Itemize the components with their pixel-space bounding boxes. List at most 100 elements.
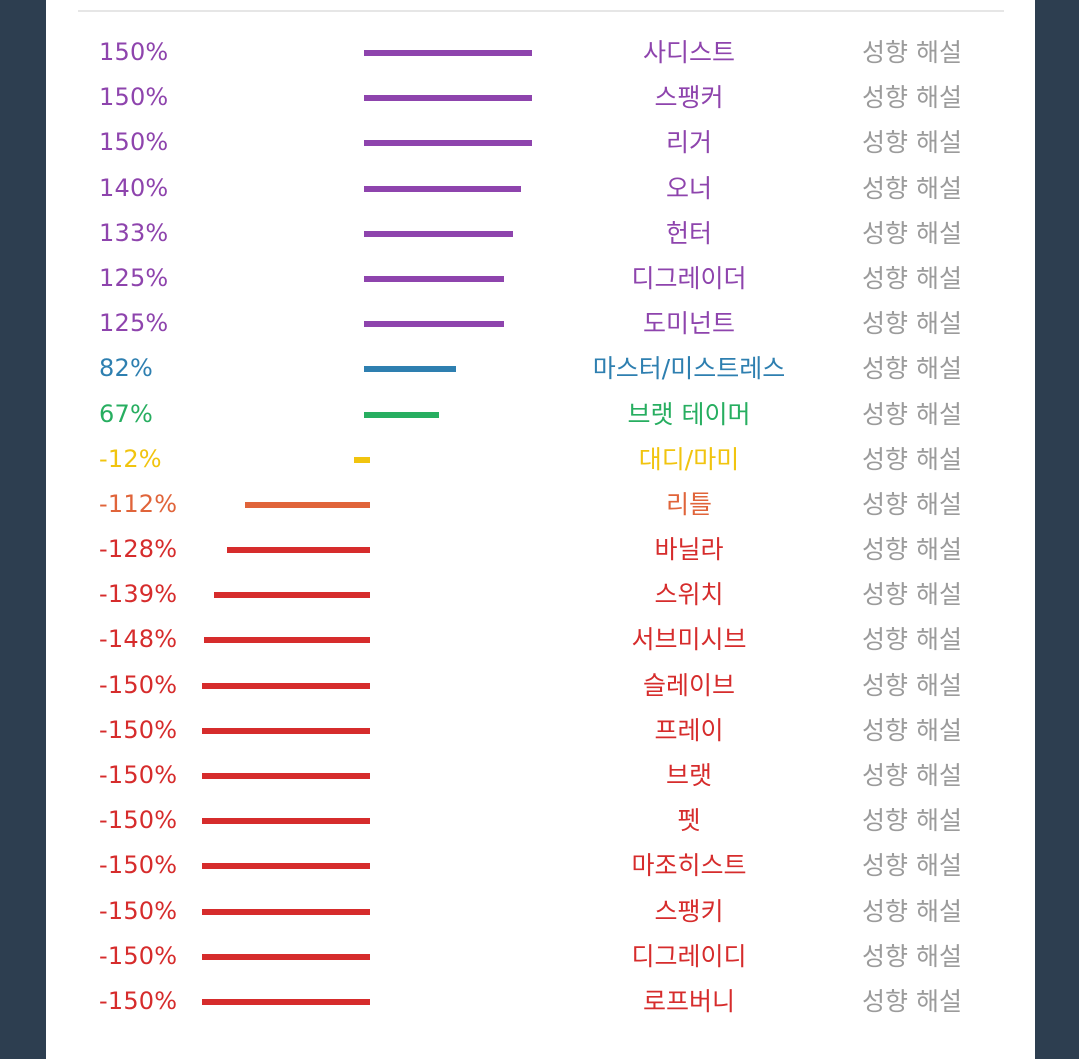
tendency-explanation-link[interactable]: 성향 해설 [862,444,962,474]
tendency-explanation-link[interactable]: 성향 해설 [862,806,962,836]
tendency-explanation-link[interactable]: 성향 해설 [862,309,962,339]
tendency-name: 브랫 [665,761,712,790]
tendency-row[interactable]: -148% 서브미시브 성향 해설 [46,617,1035,662]
score-bar [364,140,532,147]
percent-label: -128% [99,535,178,564]
percent-label: -150% [99,851,178,880]
tendency-explanation-link[interactable]: 성향 해설 [862,851,962,881]
tendency-row[interactable]: 125% 도미넌트 성향 해설 [46,301,1035,346]
tendency-row[interactable]: 125% 디그레이더 성향 해설 [46,256,1035,301]
percent-label: 133% [99,218,169,247]
percent-label: -12% [99,444,162,473]
score-bar [364,230,513,237]
tendency-name: 오너 [665,173,712,203]
tendency-explanation-link[interactable]: 성향 해설 [862,38,962,67]
tendency-name: 슬레이브 [642,670,735,700]
tendency-name: 사디스트 [642,38,735,67]
percent-label: 67% [99,399,153,428]
tendency-explanation-link[interactable]: 성향 해설 [862,761,962,790]
tendency-explanation-link[interactable]: 성향 해설 [862,218,962,248]
tendency-explanation-link[interactable]: 성향 해설 [862,896,962,926]
score-bar [226,547,370,554]
score-bar [202,682,370,689]
tendency-name: 헌터 [665,218,712,248]
score-bar [204,637,370,644]
percent-label: -150% [99,986,178,1015]
percent-label: -112% [99,489,178,518]
tendency-name: 마스터/미스트레스 [592,354,786,384]
tendency-name: 서브미시브 [631,625,747,655]
tendency-name: 바닐라 [654,535,724,565]
tendency-name: 프레이 [654,715,724,745]
percent-label: -150% [99,715,178,744]
score-bar [364,185,521,192]
tendency-row[interactable]: 150% 리거 성향 해설 [46,120,1035,165]
tendency-row[interactable]: 150% 사디스트 성향 해설 [46,30,1035,75]
tendency-explanation-link[interactable]: 성향 해설 [862,625,962,655]
tendency-row[interactable]: -128% 바닐라 성향 해설 [46,527,1035,572]
tendency-row[interactable]: 133% 헌터 성향 해설 [46,211,1035,256]
tendency-explanation-link[interactable]: 성향 해설 [862,670,962,700]
tendency-explanation-link[interactable]: 성향 해설 [862,986,962,1016]
tendency-name: 스팽커 [654,83,724,113]
tendency-row[interactable]: 150% 스팽커 성향 해설 [46,75,1035,120]
tendency-explanation-link[interactable]: 성향 해설 [862,489,962,519]
tendency-name: 대디/마미 [638,444,740,474]
tendency-name: 스팽키 [654,896,724,926]
percent-label: 82% [99,354,153,383]
score-bar [364,95,532,102]
percent-label: -150% [99,941,178,970]
tendency-name: 마조히스트 [631,851,747,881]
score-bar [214,592,370,599]
tendency-explanation-link[interactable]: 성향 해설 [862,715,962,745]
tendency-row[interactable]: -139% 스위치 성향 해설 [46,572,1035,617]
score-bar [244,501,370,508]
tendency-name: 브랫 테이머 [627,399,751,429]
score-bar [364,321,504,328]
tendency-name: 스위치 [654,580,724,610]
tendency-row[interactable]: -150% 프레이 성향 해설 [46,708,1035,753]
percent-label: -139% [99,580,178,609]
tendency-explanation-link[interactable]: 성향 해설 [862,580,962,610]
tendency-row[interactable]: -150% 디그레이디 성향 해설 [46,934,1035,979]
score-bar [202,953,370,960]
tendency-name: 리거 [665,128,712,158]
top-divider [78,10,1004,12]
score-bar [354,456,370,463]
tendency-list: 150% 사디스트 성향 해설 150% 스팽커 성향 해설 150% 리거 성향 해설 140%… [46,30,1035,1024]
tendency-row[interactable]: -112% 리틀 성향 해설 [46,482,1035,527]
percent-label: -148% [99,625,178,654]
tendency-name: 도미넌트 [642,309,735,339]
tendency-row[interactable]: -150% 마조히스트 성향 해설 [46,843,1035,888]
percent-label: 125% [99,309,169,338]
tendency-row[interactable]: -12% 대디/마미 성향 해설 [46,437,1035,482]
tendency-row[interactable]: -150% 슬레이브 성향 해설 [46,663,1035,708]
tendency-explanation-link[interactable]: 성향 해설 [862,173,962,203]
tendency-explanation-link[interactable]: 성향 해설 [862,83,962,113]
score-bar [364,50,532,56]
score-bar [364,275,504,282]
tendency-explanation-link[interactable]: 성향 해설 [862,399,962,429]
tendency-name: 디그레이더 [631,263,747,293]
tendency-explanation-link[interactable]: 성향 해설 [862,535,962,565]
tendency-row[interactable]: -150% 로프버니 성향 해설 [46,979,1035,1024]
tendency-row[interactable]: 67% 브랫 테이머 성향 해설 [46,392,1035,437]
tendency-explanation-link[interactable]: 성향 해설 [862,354,962,384]
tendency-row[interactable]: -150% 펫 성향 해설 [46,798,1035,843]
tendency-row[interactable]: -150% 브랫 성향 해설 [46,753,1035,798]
tendency-name: 디그레이디 [631,941,747,971]
percent-label: 140% [99,173,169,202]
score-bar [202,908,370,915]
tendency-explanation-link[interactable]: 성향 해설 [862,941,962,971]
percent-label: -150% [99,806,178,835]
score-bar [364,411,440,418]
tendency-explanation-link[interactable]: 성향 해설 [862,263,962,293]
tendency-row[interactable]: 140% 오너 성향 해설 [46,166,1035,211]
score-bar [202,773,370,779]
score-bar [202,818,370,825]
tendency-name: 리틀 [665,489,712,519]
tendency-row[interactable]: 82% 마스터/미스트레스 성향 해설 [46,346,1035,391]
tendency-row[interactable]: -150% 스팽키 성향 해설 [46,889,1035,934]
score-bar [202,727,370,734]
tendency-explanation-link[interactable]: 성향 해설 [862,128,962,158]
